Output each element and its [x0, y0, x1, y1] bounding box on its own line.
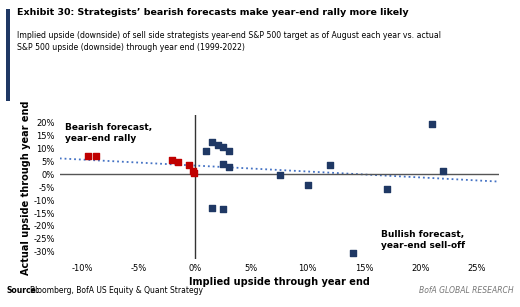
Point [225, 164, 233, 169]
Point [225, 149, 233, 154]
Point [219, 145, 227, 150]
Text: Bullish forecast,
year-end sell-off: Bullish forecast, year-end sell-off [381, 230, 465, 250]
Point [382, 186, 391, 191]
Point [427, 122, 436, 126]
Point [276, 173, 284, 177]
Point [185, 163, 193, 168]
Point [174, 159, 183, 164]
Point [326, 163, 334, 168]
Point [92, 154, 100, 159]
Text: BofA GLOBAL RESEARCH: BofA GLOBAL RESEARCH [419, 286, 514, 295]
Y-axis label: Actual upside through year end: Actual upside through year end [20, 100, 31, 274]
Point [190, 171, 198, 176]
Text: Bloomberg, BofA US Equity & Quant Strategy: Bloomberg, BofA US Equity & Quant Strate… [30, 286, 203, 295]
Point [213, 142, 222, 147]
Text: Exhibit 30: Strategists’ bearish forecasts make year-end rally more likely: Exhibit 30: Strategists’ bearish forecas… [17, 8, 408, 17]
Point [84, 154, 92, 159]
Point [439, 168, 447, 173]
Point [189, 168, 197, 173]
Text: Bearish forecast,
year-end rally: Bearish forecast, year-end rally [66, 123, 152, 143]
Point [168, 158, 177, 163]
Text: Source:: Source: [6, 286, 39, 295]
Point [208, 205, 216, 210]
Point [219, 161, 227, 166]
Point [348, 251, 357, 255]
Text: Implied upside (downside) of sell side strategists year-end S&P 500 target as of: Implied upside (downside) of sell side s… [17, 31, 440, 52]
Point [219, 207, 227, 212]
Point [202, 149, 211, 154]
Point [304, 182, 312, 187]
X-axis label: Implied upside through year end: Implied upside through year end [189, 278, 370, 287]
Point [208, 140, 216, 145]
